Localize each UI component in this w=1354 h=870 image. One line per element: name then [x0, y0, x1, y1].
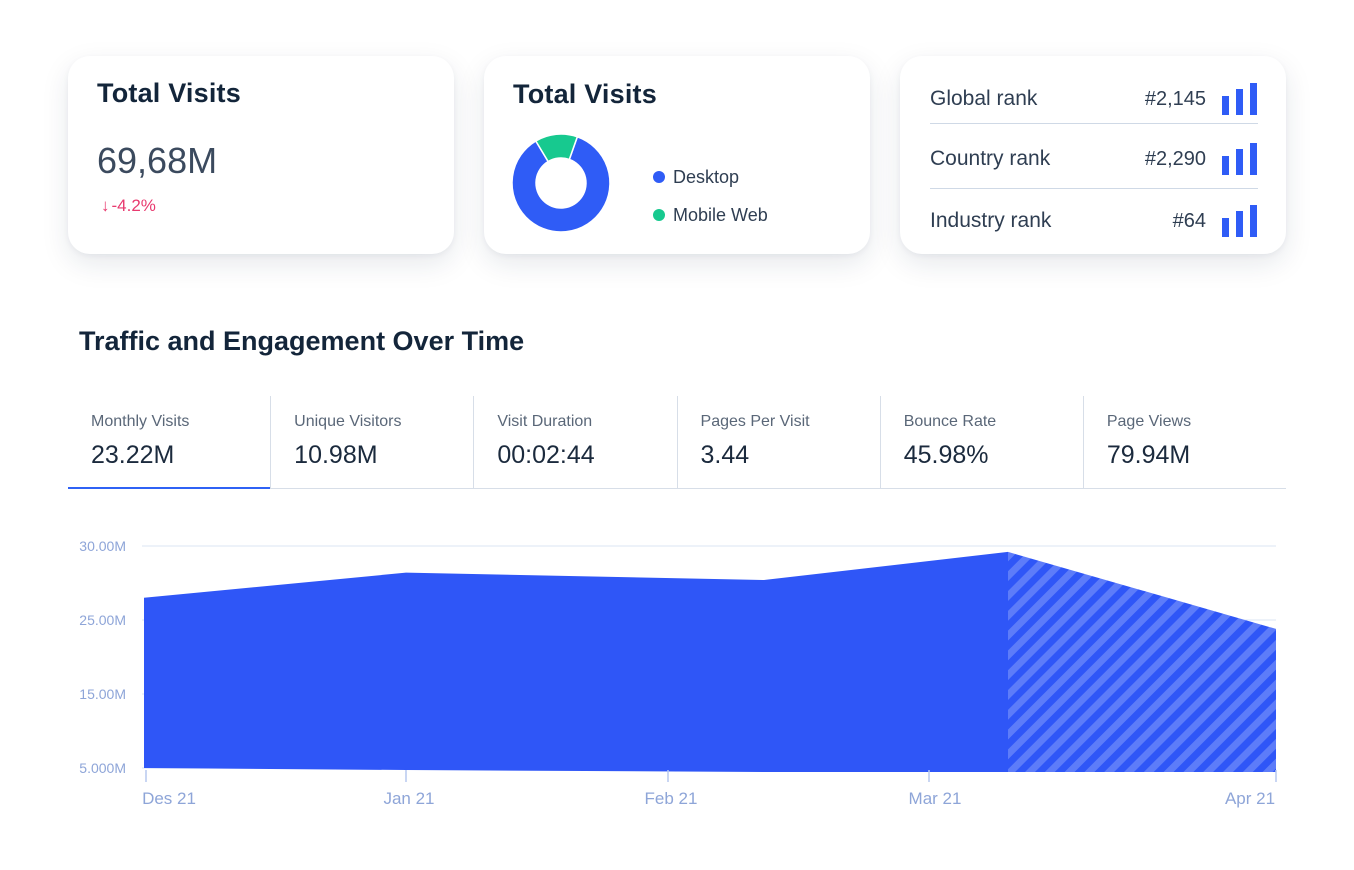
country-rank-row[interactable]: Country rank #2,290 [930, 128, 1258, 190]
x-tick-label: Des 21 [142, 789, 196, 808]
metric-label: Unique Visitors [294, 413, 402, 430]
device-legend: Desktop Mobile Web [653, 158, 768, 234]
metrics-tabs: Monthly Visits 23.22M Unique Visitors 10… [68, 396, 1286, 489]
legend-item-mobile-web[interactable]: Mobile Web [653, 196, 768, 234]
metric-label: Monthly Visits [91, 413, 190, 430]
industry-rank-value: #64 [1172, 209, 1206, 232]
tab-monthly-visits[interactable]: Monthly Visits 23.22M [68, 396, 271, 489]
x-tick-label: Feb 21 [645, 789, 698, 808]
legend-item-desktop[interactable]: Desktop [653, 158, 768, 196]
industry-rank-label: Industry rank [930, 209, 1052, 232]
metric-label: Page Views [1106, 413, 1192, 430]
tab-bounce-rate[interactable]: Bounce Rate 45.98% [879, 396, 1083, 488]
total-visits-card: Total Visits 69,68M ↓ -4.2% [68, 56, 454, 254]
country-rank-label: Country rank [930, 147, 1051, 170]
x-tick-label: Mar 21 [909, 789, 962, 808]
metric-label: Pages Per Visit [700, 413, 810, 430]
tab-visit-duration[interactable]: Visit Duration 00:02:44 [473, 396, 676, 488]
tab-page-views[interactable]: Page Views 79.94M [1082, 396, 1286, 488]
metric-value: 10.98M [294, 441, 378, 469]
metric-value: 23.22M [91, 441, 175, 469]
desktop-dot-icon [653, 171, 665, 183]
global-rank-value: #2,145 [1144, 87, 1206, 110]
metric-value: 45.98% [903, 441, 989, 469]
tab-unique-visitors[interactable]: Unique Visitors 10.98M [270, 396, 473, 488]
device-donut-chart [511, 133, 611, 233]
global-rank-row[interactable]: Global rank #2,145 [930, 68, 1258, 130]
section-title: Traffic and Engagement Over Time [79, 326, 525, 356]
industry-rank-row[interactable]: Industry rank #64 [930, 190, 1258, 252]
area-series-projected [1008, 551, 1276, 772]
visits-change: ↓ -4.2% [101, 196, 156, 216]
y-tick-label: 25.00M [79, 612, 126, 628]
bar-chart-icon[interactable] [1222, 143, 1258, 175]
country-rank-value: #2,290 [1144, 147, 1206, 170]
x-tick-label: Apr 21 [1225, 789, 1275, 808]
mobile-web-dot-icon [653, 209, 665, 221]
donut-slice-desktop[interactable] [511, 135, 611, 233]
y-tick-label: 30.00M [79, 538, 126, 554]
ranks-card: Global rank #2,145 Country rank #2,290 I… [900, 56, 1286, 254]
donut-slice-mobile-web[interactable] [534, 133, 579, 163]
rank-divider [930, 188, 1258, 189]
metric-value: 00:02:44 [497, 441, 595, 469]
metric-label: Visit Duration [497, 413, 593, 430]
x-tick-label: Jan 21 [383, 789, 434, 808]
metric-value: 79.94M [1106, 441, 1191, 469]
metric-value: 3.44 [700, 441, 750, 469]
legend-label-mobile-web: Mobile Web [673, 204, 768, 225]
total-visits-value: 69,68M [97, 140, 218, 181]
bar-chart-icon[interactable] [1222, 83, 1258, 115]
y-tick-label: 5.000M [79, 760, 126, 776]
device-split-title: Total Visits [513, 79, 657, 109]
visits-change-value: -4.2% [111, 196, 156, 215]
tab-pages-per-visit[interactable]: Pages Per Visit 3.44 [676, 396, 880, 488]
device-split-card: Total Visits Desktop Mobile Web [484, 56, 870, 254]
rank-divider [930, 123, 1258, 124]
total-visits-title: Total Visits [97, 78, 241, 108]
bar-chart-icon[interactable] [1222, 205, 1258, 237]
metric-label: Bounce Rate [903, 413, 997, 430]
y-tick-label: 15.00M [79, 686, 126, 702]
area-series-actual [144, 551, 1008, 772]
arrow-down-icon: ↓ [101, 196, 110, 215]
global-rank-label: Global rank [930, 87, 1038, 110]
legend-label-desktop: Desktop [673, 166, 740, 187]
traffic-area-chart: 30.00M 25.00M 15.00M 5.000M Des 21 Jan 21 Feb … [79, 538, 1277, 808]
